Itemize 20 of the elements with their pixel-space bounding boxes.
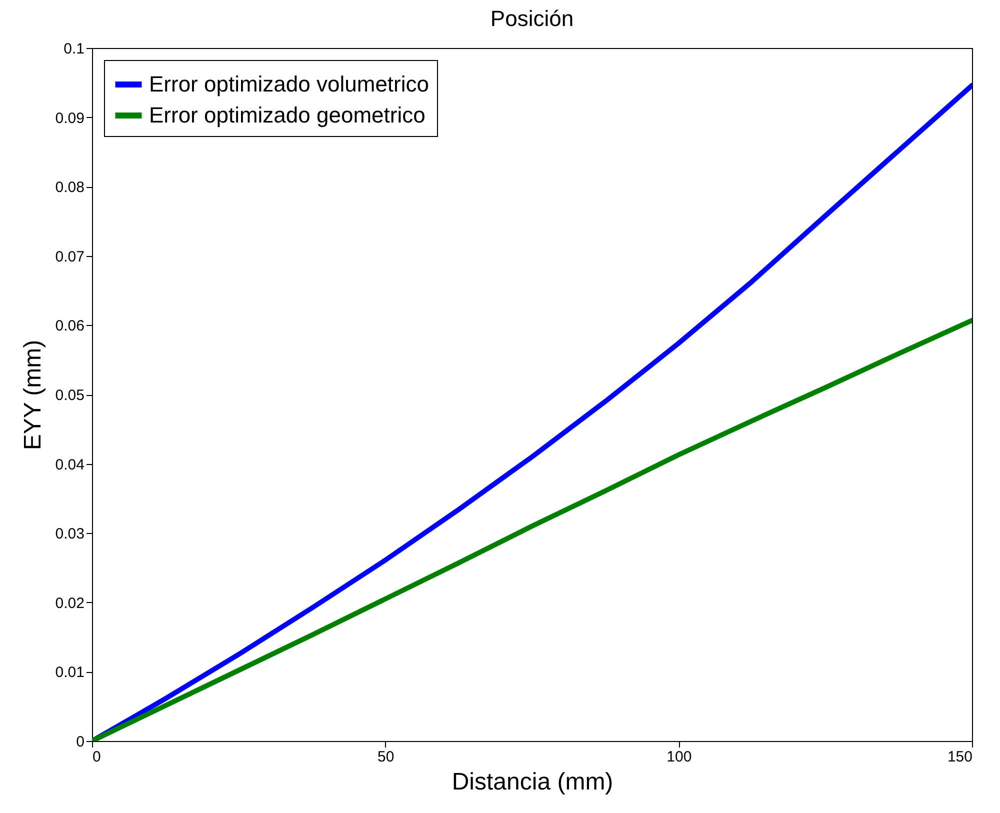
legend-label: Error optimizado volumetrico bbox=[149, 72, 429, 96]
y-tick-label: 0 bbox=[76, 734, 84, 750]
x-tick-label: 100 bbox=[666, 748, 692, 766]
y-tick-label: 0.07 bbox=[55, 248, 84, 266]
y-tick-label: 0.04 bbox=[55, 456, 84, 474]
legend-label: Error optimizado geometrico bbox=[149, 102, 426, 128]
x-tick-label: 150 bbox=[947, 748, 972, 766]
x-tick-label: 0 bbox=[92, 748, 101, 766]
y-axis-title: EYY (mm) bbox=[19, 340, 46, 450]
y-tick-label: 0.03 bbox=[55, 526, 84, 543]
y-tick-label: 0.06 bbox=[55, 318, 84, 335]
y-tick-label: 0.1 bbox=[64, 40, 84, 58]
y-tick-label: 0.01 bbox=[55, 664, 84, 682]
y-tick-label: 0.09 bbox=[55, 110, 84, 127]
y-tick-label: 0.08 bbox=[55, 179, 84, 196]
y-tick-label: 0.02 bbox=[55, 594, 84, 612]
x-axis-title: Distancia (mm) bbox=[452, 768, 614, 796]
chart-title: Posición bbox=[490, 6, 574, 31]
x-tick-label: 50 bbox=[377, 748, 394, 766]
y-tick-label: 0.05 bbox=[55, 387, 84, 404]
